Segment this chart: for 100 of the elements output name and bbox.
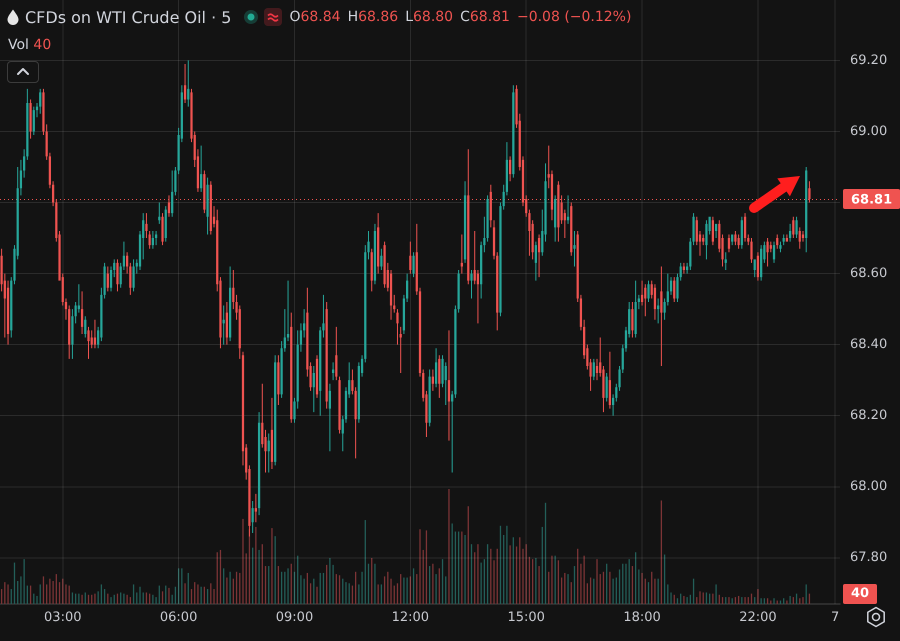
candlestick — [158, 202, 160, 224]
candlestick — [608, 352, 612, 409]
candlestick — [538, 234, 540, 278]
candlestick — [631, 302, 634, 338]
annotation: O68.84 — [289, 9, 341, 25]
candlestick — [657, 298, 660, 324]
candlestick — [434, 348, 438, 388]
candlestick — [428, 370, 431, 426]
candlestick — [772, 242, 776, 263]
candlestick — [200, 146, 202, 192]
ref-line-label: 68.81 — [851, 192, 892, 208]
candlestick — [203, 170, 206, 214]
x-tick-label: 12:00 — [392, 610, 430, 626]
candlestick — [737, 234, 740, 249]
candlestick — [228, 266, 232, 342]
candlestick — [222, 306, 225, 345]
annotation: H68.86 — [348, 9, 398, 25]
candlestick — [731, 234, 734, 246]
candlestick — [106, 266, 109, 292]
candlestick — [644, 284, 646, 316]
candlestick — [566, 195, 570, 224]
candlestick — [554, 195, 556, 242]
candlestick — [786, 234, 788, 242]
candlestick — [326, 302, 328, 409]
candlestick — [432, 370, 434, 391]
candlestick — [805, 166, 808, 252]
candlestick — [164, 206, 167, 242]
x-tick-label: 09:00 — [276, 610, 314, 626]
candlestick — [328, 384, 332, 452]
annotation: −0.08 (−0.12%) — [516, 9, 632, 25]
candlestick — [132, 259, 135, 292]
candlestick — [728, 234, 730, 252]
candlestick — [80, 291, 84, 334]
candlestick — [380, 248, 383, 270]
candlestick — [206, 178, 209, 234]
candlestick — [795, 216, 798, 238]
candlestick — [470, 270, 473, 298]
text: 40 — [843, 584, 878, 604]
x-tick-label: 03:00 — [44, 610, 82, 626]
candlestick — [370, 248, 373, 292]
candlestick — [776, 234, 778, 249]
candlestick — [660, 266, 663, 366]
candlestick — [570, 202, 572, 256]
candlestick — [335, 326, 338, 380]
candlestick — [592, 358, 595, 380]
candlestick — [714, 224, 718, 238]
text: CFDs on WTI Crude Oil · 5 — [25, 8, 232, 26]
candlestick — [654, 284, 656, 320]
candlestick — [744, 213, 746, 242]
candlestick — [84, 316, 86, 338]
candlestick — [754, 259, 756, 278]
candlestick — [409, 242, 412, 274]
candlestick — [705, 220, 708, 260]
candlestick — [467, 149, 470, 284]
candlestick — [312, 366, 315, 412]
candlestick — [534, 242, 537, 281]
candlestick — [647, 280, 650, 302]
candlestick — [270, 398, 274, 469]
candlestick — [734, 230, 737, 246]
candlestick — [438, 355, 440, 398]
y-tick-label: 68.60 — [850, 266, 888, 281]
candlestick — [512, 85, 514, 178]
candlestick — [712, 216, 714, 246]
candlestick — [39, 88, 42, 114]
candlestick — [338, 376, 341, 434]
annotation: Vol 40 — [8, 37, 52, 53]
candlestick — [383, 242, 386, 288]
candlestick — [766, 238, 769, 266]
candlestick — [573, 230, 576, 266]
candlestick — [268, 433, 270, 473]
candlestick — [377, 213, 380, 274]
candlestick — [161, 213, 164, 246]
candlestick — [87, 326, 90, 359]
candlestick — [448, 330, 450, 441]
candlestick — [788, 224, 792, 242]
candlestick — [226, 302, 228, 345]
candlestick — [682, 262, 686, 274]
candlestick — [673, 277, 676, 302]
candlestick — [254, 494, 257, 522]
candlestick — [750, 238, 753, 263]
candlestick — [782, 234, 785, 246]
candlestick — [184, 64, 186, 104]
y-tick-label: 68.20 — [850, 408, 888, 424]
x-tick-label: 7 — [831, 610, 840, 626]
annotation: L68.80 — [405, 9, 454, 25]
candlestick — [290, 312, 292, 423]
candlestick — [508, 156, 512, 182]
candlestick — [760, 245, 762, 281]
candlestick — [779, 242, 782, 252]
candlestick — [606, 373, 608, 402]
candlestick — [171, 170, 174, 217]
candlestick — [464, 181, 466, 263]
y-tick-label: 68.40 — [850, 337, 888, 352]
y-tick-label: 69.00 — [850, 124, 888, 139]
candlestick — [274, 355, 276, 466]
candlestick — [116, 259, 119, 292]
x-tick-label: 18:00 — [623, 610, 661, 626]
candlestick — [634, 280, 637, 338]
candlestick — [724, 252, 727, 270]
candlestick — [32, 106, 35, 136]
